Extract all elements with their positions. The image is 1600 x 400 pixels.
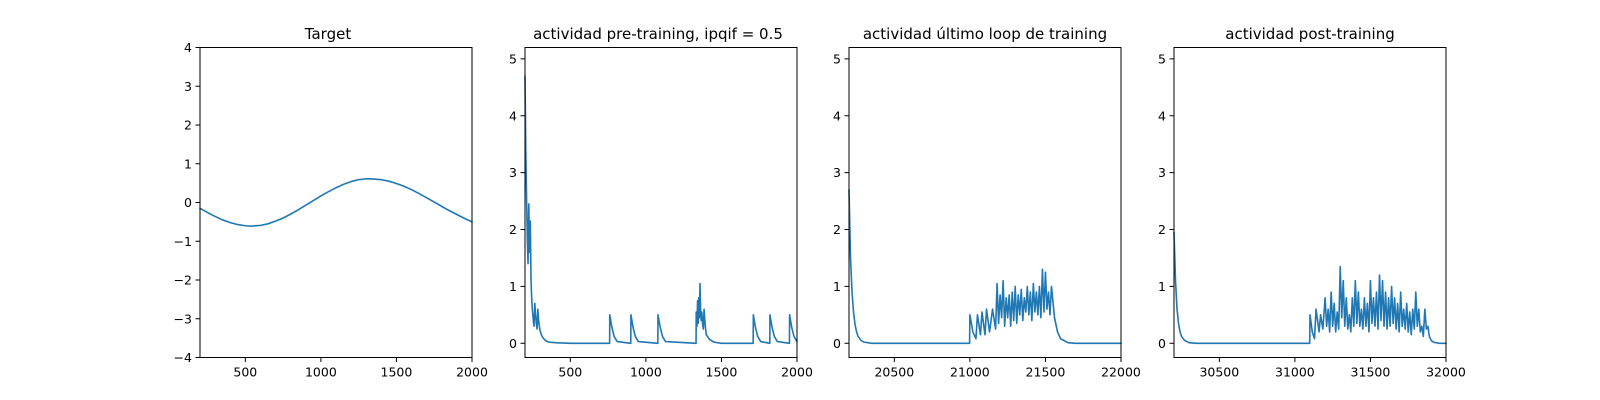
y-tick-label: 1	[184, 156, 192, 171]
axes-frame	[199, 47, 473, 358]
series-line	[199, 178, 473, 227]
y-tick-label: −2	[174, 273, 192, 288]
y-tick-label: 0	[184, 195, 192, 210]
x-tick-label: 500	[558, 365, 582, 380]
y-tick-label: 3	[833, 165, 841, 180]
axes-frame	[524, 47, 798, 358]
x-tick-label: 1500	[381, 365, 413, 380]
y-tick-label: −3	[174, 311, 192, 326]
x-tick-label: 1500	[706, 365, 738, 380]
y-tick-label: 5	[833, 51, 841, 66]
axes-frame	[1173, 47, 1447, 358]
y-tick-label: 1	[509, 279, 517, 294]
axes-frame	[848, 47, 1122, 358]
subplot-pre-training: actividad pre-training, ipqif = 0.5 500 1…	[509, 25, 813, 380]
x-tick-label: 30500	[1199, 365, 1239, 380]
y-tick-label: 5	[509, 51, 517, 66]
y-tick-label: 0	[833, 336, 841, 351]
subplot-last-training-loop: actividad último loop de training 20500 2…	[833, 25, 1141, 380]
x-tick-label: 500	[233, 365, 257, 380]
y-tick-label: 1	[1158, 279, 1166, 294]
series-line	[524, 75, 798, 345]
x-tick-label: 21000	[950, 365, 990, 380]
y-tick-label: 3	[509, 165, 517, 180]
y-tick-label: 3	[184, 79, 192, 94]
subplot-title: actividad último loop de training	[863, 25, 1107, 43]
y-tick-label: 0	[509, 336, 517, 351]
y-tick-label: −1	[174, 234, 192, 249]
subplot-title: actividad post-training	[1225, 25, 1394, 43]
x-tick-label: 20500	[874, 365, 914, 380]
x-tick-label: 2000	[781, 365, 813, 380]
y-tick-label: 2	[833, 222, 841, 237]
y-tick-label: 2	[184, 118, 192, 133]
y-tick-label: −4	[174, 350, 192, 365]
y-tick-label: 2	[509, 222, 517, 237]
x-tick-label: 31000	[1275, 365, 1315, 380]
x-tick-label: 31500	[1351, 365, 1391, 380]
x-tick-label: 1000	[305, 365, 337, 380]
x-tick-label: 2000	[456, 365, 488, 380]
x-tick-label: 1000	[630, 365, 662, 380]
y-tick-label: 3	[1158, 165, 1166, 180]
y-tick-label: 4	[509, 108, 517, 123]
y-tick-label: 1	[833, 279, 841, 294]
y-tick-label: 0	[1158, 336, 1166, 351]
y-tick-label: 5	[1158, 51, 1166, 66]
series-line	[848, 188, 1122, 345]
subplot-title: Target	[304, 25, 352, 43]
x-tick-label: 21500	[1026, 365, 1066, 380]
y-tick-label: 4	[1158, 108, 1166, 123]
subplot-title: actividad pre-training, ipqif = 0.5	[533, 25, 783, 43]
y-tick-label: 4	[833, 108, 841, 123]
x-tick-label: 22000	[1101, 365, 1141, 380]
y-tick-label: 2	[1158, 222, 1166, 237]
y-tick-label: 4	[184, 40, 192, 55]
subplot-target: Target 500 1000 1500 2000 −4 −3 −2 −1 0 1 2 3 4	[174, 25, 488, 380]
subplot-post-training: actividad post-training 30500 31000 31500 3…	[1158, 25, 1466, 380]
x-tick-label: 32000	[1426, 365, 1466, 380]
series-line	[1173, 231, 1447, 345]
